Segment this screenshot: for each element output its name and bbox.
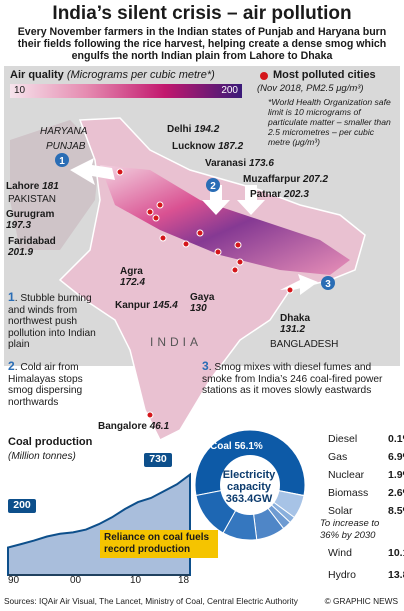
city-dot: [182, 240, 190, 248]
wind-arrow-icon: [70, 158, 115, 185]
year-tick: 90: [8, 575, 20, 586]
coal-unit: (Million tonnes): [8, 451, 76, 462]
city-label-muzaffarpur: Muzaffarpur 207.2: [243, 174, 329, 185]
city-dot: [146, 411, 154, 419]
pie-hole: [220, 455, 280, 515]
city-label-gaya: Gaya 130: [190, 292, 215, 314]
note-2: 2. Cold air from Himalayas stops smog di…: [8, 359, 83, 408]
region-india: INDIA: [150, 335, 203, 349]
city-dot: [231, 266, 239, 274]
region-punjab: PUNJAB: [46, 141, 86, 152]
city-dot: [116, 168, 124, 176]
city-dot: [152, 214, 160, 222]
marker-3-icon: [321, 276, 335, 290]
wind-arrow-icon: [237, 185, 265, 215]
air-quality-title: Air quality (Micrograms per cubic metre*…: [10, 69, 215, 81]
city-label-agra: Agra 172.4: [120, 266, 146, 288]
pie-center-label: Electricity capacity 363.4GW: [222, 469, 276, 505]
marker-2-icon: [206, 178, 220, 192]
note-3: 3. Smog mixes with diesel fumes and smok…: [202, 359, 383, 396]
credit: © GRAPHIC NEWS: [324, 596, 398, 606]
who-note: *World Health Organization safe limit is…: [268, 97, 391, 147]
city-label-lahore: Lahore 181: [6, 181, 59, 192]
city-label-kanpur: Kanpur 145.4: [115, 300, 178, 311]
city-dot: [234, 241, 242, 249]
city-label-bangalore: Bangalore 46.1: [98, 421, 170, 432]
coal-start-badge: 200: [8, 499, 36, 513]
coal-callout: Reliance on coal fuels record production: [100, 530, 218, 558]
wind-arrow-icon: [202, 185, 230, 215]
most-polluted-subtitle: (Nov 2018, PM2.5 μg/m³): [257, 83, 364, 94]
marker-1-icon: [55, 153, 69, 167]
city-label-faridabad: Faridabad 201.9: [8, 236, 56, 258]
solar-note: To increase to 36% by 2030: [320, 518, 380, 541]
region-pakistan: PAKISTAN: [8, 194, 56, 205]
neighbour-land: [10, 120, 100, 250]
air-quality-scale: 10 200: [10, 84, 242, 98]
city-label-varanasi: Varanasi 173.6: [205, 158, 274, 169]
city-dot: [159, 234, 167, 242]
wind-arrow-icon: [280, 274, 318, 295]
city-dot: [146, 208, 154, 216]
scale-min: 10: [14, 85, 26, 96]
city-label-dhaka: Dhaka 131.2: [280, 313, 311, 335]
coal-end-badge: 730: [144, 453, 172, 467]
scale-max: 200: [221, 85, 238, 96]
svg-text:1: 1: [59, 156, 65, 167]
coal-chart: [7, 472, 191, 576]
year-tick: 10: [130, 575, 142, 586]
city-label-gurugram: Gurugram 197.3: [6, 209, 55, 231]
region-haryana: HARYANA: [40, 126, 88, 137]
smog-band: [100, 165, 350, 275]
city-label-delhi: Delhi 194.2: [167, 124, 220, 135]
page-title: India’s silent crisis – air pollution: [52, 3, 352, 24]
coal-production-area: [7, 472, 191, 576]
year-tick: 00: [70, 575, 82, 586]
city-label-lucknow: Lucknow 187.2: [172, 141, 244, 152]
pie-coal-label: Coal 56.1%: [210, 441, 263, 452]
city-dot: [236, 258, 244, 266]
most-polluted-title: Most polluted cities: [273, 69, 376, 81]
note-1: 1. Stubble burning and winds from northw…: [8, 290, 96, 350]
city-label-patnar: Patnar 202.3: [250, 189, 309, 200]
sources: Sources: IQAir Air Visual, The Lancet, M…: [4, 596, 298, 606]
svg-text:3: 3: [325, 279, 331, 290]
city-dot: [214, 248, 222, 256]
coal-title: Coal production: [8, 436, 93, 448]
year-tick: 18: [178, 575, 190, 586]
region-bangladesh: BANGLADESH: [270, 339, 339, 350]
svg-text:2: 2: [210, 181, 216, 192]
polluted-city-dot-icon: [260, 72, 268, 80]
city-dot: [286, 286, 294, 294]
page-subtitle: Every November farmers in the Indian sta…: [17, 26, 387, 62]
city-dot: [156, 201, 164, 209]
city-dot: [196, 229, 204, 237]
